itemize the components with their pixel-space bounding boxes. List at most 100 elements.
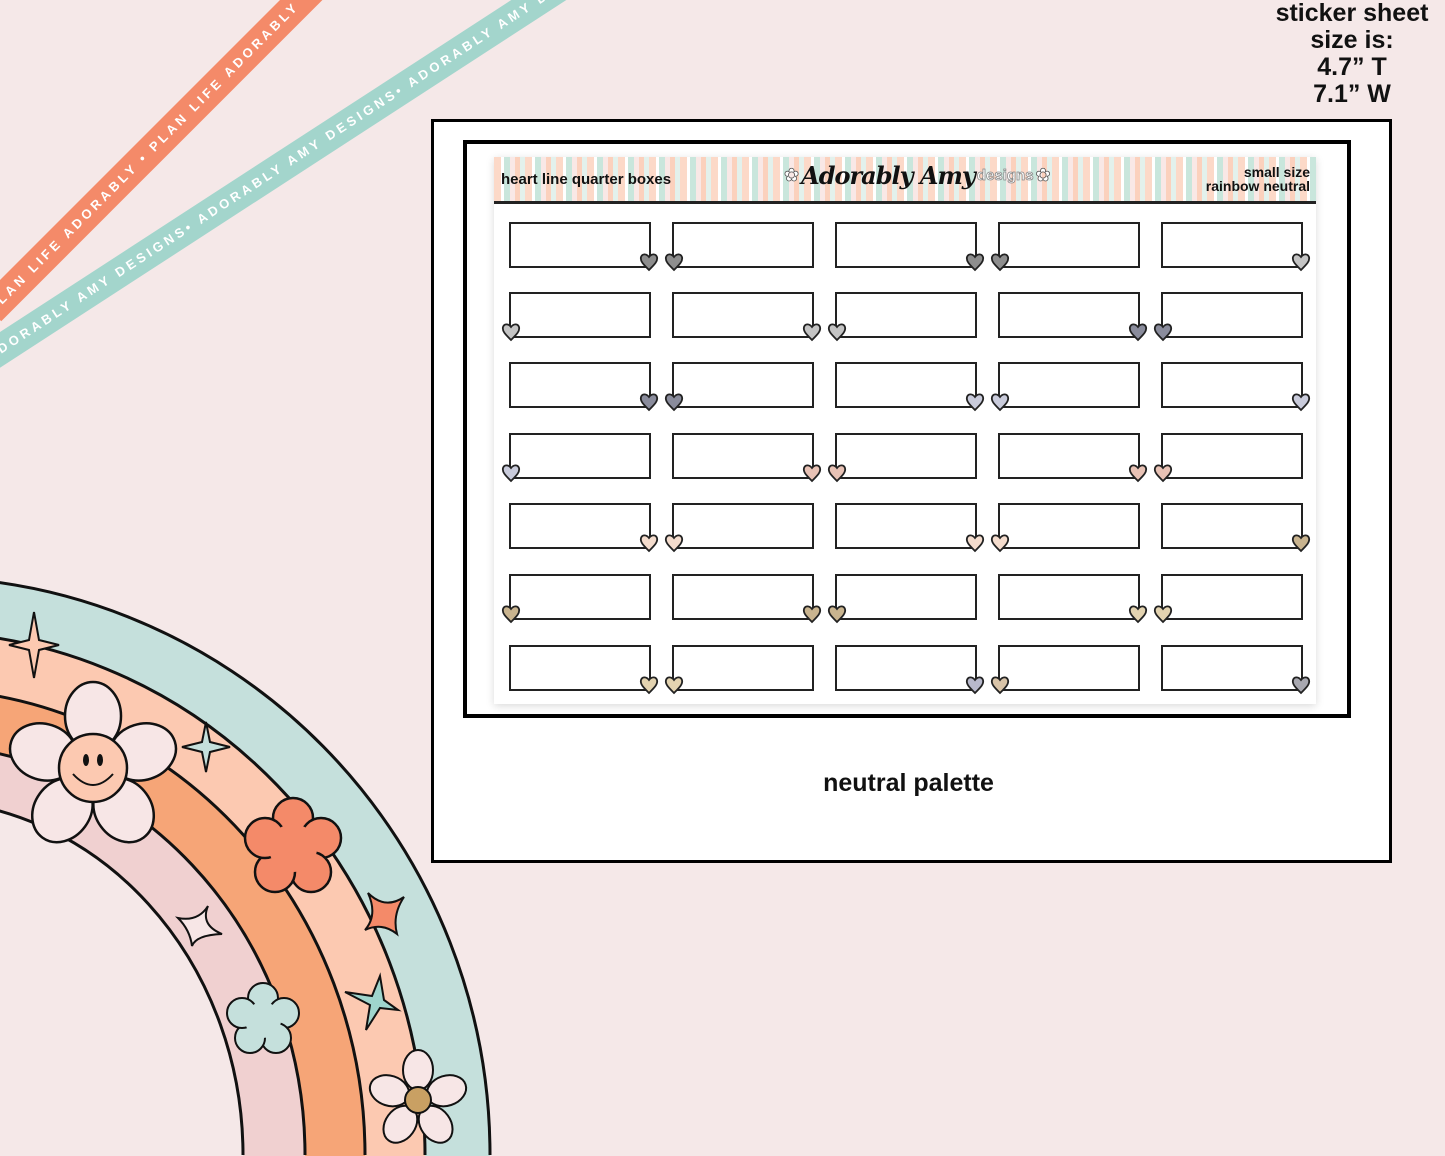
size-note-height: 4.7” T	[1317, 53, 1387, 81]
logo-script: Adorably Amy	[801, 161, 976, 190]
quarter-box-sticker	[501, 292, 651, 342]
quarter-box-sticker	[990, 645, 1140, 695]
quarter-box-sticker	[827, 292, 977, 342]
heart-icon	[1128, 605, 1148, 624]
sticker-sheet: heart line quarter boxes ✿ Adorably Amy …	[494, 157, 1316, 704]
heart-icon	[1128, 464, 1148, 483]
heart-icon	[664, 393, 684, 412]
heart-icon	[639, 253, 659, 272]
quarter-box-sticker	[827, 433, 977, 483]
heart-icon	[1128, 323, 1148, 342]
sparkle-icon	[174, 905, 223, 947]
heart-icon	[501, 323, 521, 342]
quarter-box-sticker	[1153, 292, 1303, 342]
brand-logo: ✿ Adorably Amy designs ✿	[784, 161, 1051, 190]
quarter-box-sticker	[990, 222, 1140, 272]
sheet-palette: rainbow neutral	[1205, 178, 1310, 194]
heart-icon	[1153, 605, 1173, 624]
quarter-box-sticker	[509, 645, 659, 695]
quarter-box-sticker	[990, 503, 1140, 553]
quarter-box-sticker	[664, 503, 814, 553]
quarter-box-sticker	[1153, 433, 1303, 483]
white-daisy-icon	[368, 1049, 468, 1144]
quarter-box-sticker	[509, 222, 659, 272]
flower-icon: ✿	[784, 165, 800, 186]
rainbow-inner	[0, 812, 243, 1156]
heart-icon	[802, 323, 822, 342]
logo-designs: designs	[976, 167, 1034, 185]
teal-flower-icon	[226, 982, 300, 1054]
heart-icon	[802, 464, 822, 483]
quarter-box-sticker	[672, 433, 822, 483]
heart-icon	[639, 393, 659, 412]
heart-icon	[990, 676, 1010, 695]
heart-icon	[664, 534, 684, 553]
heart-icon	[1291, 253, 1311, 272]
quarter-box-sticker	[1161, 645, 1311, 695]
rainbow-outline	[0, 809, 245, 1156]
sparkle-icon	[344, 972, 402, 1031]
palette-caption: neutral palette	[823, 769, 994, 797]
sparkle-icon	[364, 892, 405, 937]
rainbow-outline	[0, 695, 367, 1156]
quarter-box-sticker	[835, 222, 985, 272]
rainbow-outline	[0, 581, 492, 1156]
quarter-box-sticker	[509, 362, 659, 412]
heart-icon	[1291, 676, 1311, 695]
rainbow-illustration	[0, 581, 492, 1156]
heart-icon	[1291, 393, 1311, 412]
heart-icon	[965, 676, 985, 695]
heart-icon	[639, 676, 659, 695]
heart-icon	[965, 534, 985, 553]
quarter-box-sticker	[1161, 503, 1311, 553]
heart-icon	[501, 464, 521, 483]
quarter-box-sticker	[998, 433, 1148, 483]
heart-icon	[1153, 323, 1173, 342]
quarter-box-sticker	[835, 645, 985, 695]
sheet-meta: small size rainbow neutral	[1206, 165, 1310, 193]
heart-icon	[501, 605, 521, 624]
smiley-daisy-icon	[8, 680, 178, 844]
rainbow-outline	[0, 637, 427, 1156]
size-note-width: 7.1” W	[1313, 80, 1391, 108]
quarter-box-sticker	[835, 503, 985, 553]
quarter-box-sticker	[664, 222, 814, 272]
heart-icon	[664, 676, 684, 695]
heart-icon	[1153, 464, 1173, 483]
quarter-box-sticker	[672, 292, 822, 342]
heart-icon	[990, 534, 1010, 553]
sticker-size-note: sticker sheet size is: 4.7” T 7.1” W	[1267, 0, 1437, 108]
heart-icon	[827, 464, 847, 483]
quarter-box-sticker	[1161, 362, 1311, 412]
quarter-box-sticker	[998, 292, 1148, 342]
flower-icon: ✿	[1035, 165, 1051, 186]
heart-icon	[827, 605, 847, 624]
heart-icon	[990, 253, 1010, 272]
heart-icon	[639, 534, 659, 553]
size-note-line: size is:	[1310, 26, 1394, 54]
heart-icon	[965, 393, 985, 412]
quarter-box-sticker	[827, 574, 977, 624]
coral-flower-icon	[243, 796, 343, 894]
size-note-line: sticker sheet	[1275, 0, 1429, 27]
quarter-box-sticker	[664, 362, 814, 412]
sparkle-icon	[181, 721, 231, 773]
quarter-box-sticker	[501, 433, 651, 483]
quarter-box-sticker	[509, 503, 659, 553]
heart-icon	[1291, 534, 1311, 553]
sheet-size: small size	[1243, 164, 1310, 180]
quarter-box-sticker	[501, 574, 651, 624]
rainbow-outline	[0, 752, 307, 1156]
heart-icon	[802, 605, 822, 624]
heart-icon	[990, 393, 1010, 412]
heart-icon	[827, 323, 847, 342]
heart-icon	[965, 253, 985, 272]
quarter-box-sticker	[998, 574, 1148, 624]
sparkle-icon	[8, 611, 60, 679]
sheet-title: heart line quarter boxes	[501, 171, 672, 188]
quarter-box-sticker	[835, 362, 985, 412]
heart-icon	[664, 253, 684, 272]
quarter-box-sticker	[1161, 222, 1311, 272]
quarter-box-sticker	[1153, 574, 1303, 624]
quarter-box-sticker	[990, 362, 1140, 412]
